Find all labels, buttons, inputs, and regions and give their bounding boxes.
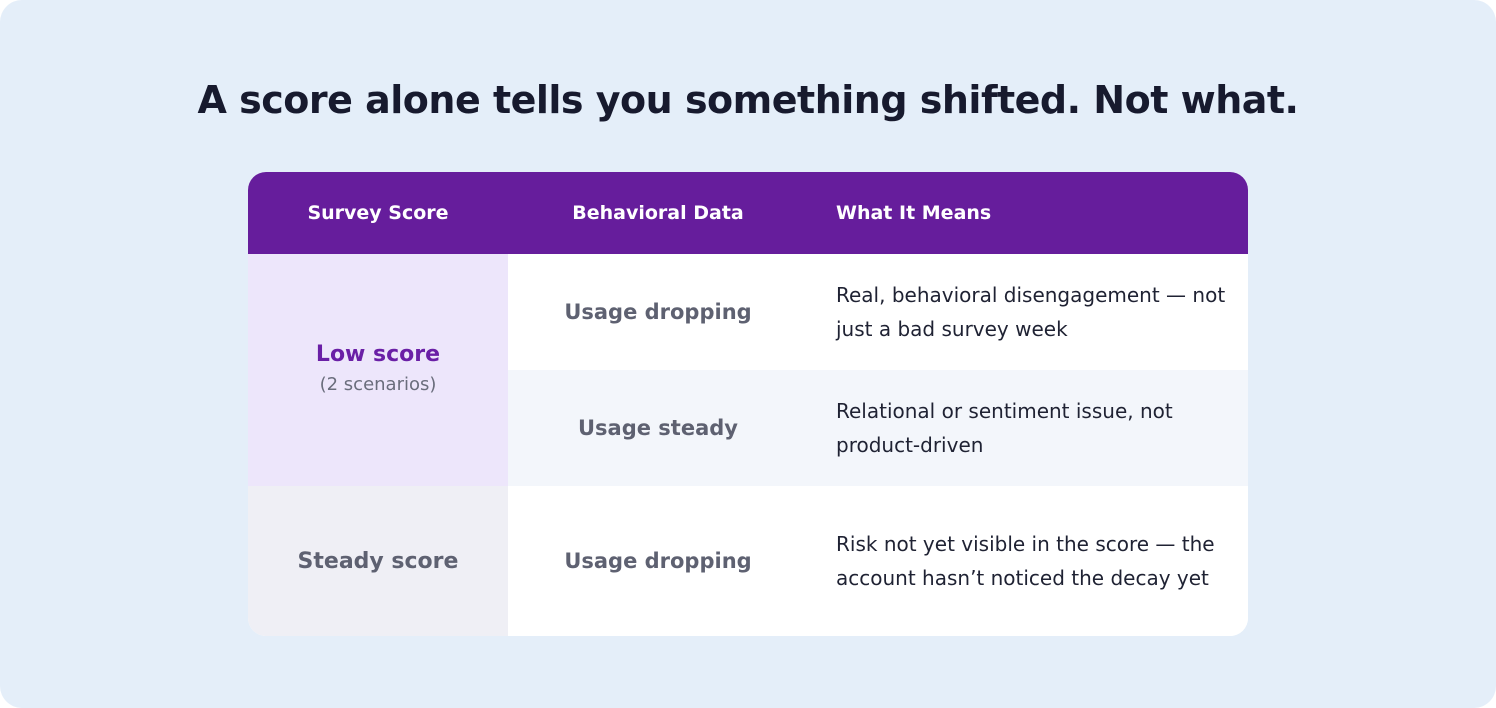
table-row: Usage dropping Risk not yet visible in t… xyxy=(508,486,1248,636)
low-score-cell: Low score (2 scenarios) xyxy=(248,254,508,486)
header-what-it-means: What It Means xyxy=(836,202,992,224)
table-row: Usage dropping Real, behavioral disengag… xyxy=(508,254,1248,370)
steady-score-cell: Steady score xyxy=(248,486,508,636)
meaning-cell: Real, behavioral disengagement — not jus… xyxy=(836,283,1226,341)
steady-score-label: Steady score xyxy=(297,548,459,574)
table-header: Survey Score Behavioral Data What It Mea… xyxy=(248,172,1248,254)
behavior-cell: Usage dropping xyxy=(564,300,752,324)
header-survey-score: Survey Score xyxy=(307,202,449,224)
comparison-table: Survey Score Behavioral Data What It Mea… xyxy=(248,172,1248,636)
low-score-label: Low score xyxy=(315,342,441,367)
header-behavioral-data: Behavioral Data xyxy=(572,202,744,224)
meaning-cell: Risk not yet visible in the score — the … xyxy=(836,532,1215,590)
table-row: Usage steady Relational or sentiment iss… xyxy=(508,370,1248,486)
behavior-cell: Usage dropping xyxy=(564,549,752,573)
low-score-note: (2 scenarios) xyxy=(319,374,437,395)
meaning-cell: Relational or sentiment issue, not produ… xyxy=(836,399,1173,457)
page-title: A score alone tells you something shifte… xyxy=(197,78,1299,122)
behavior-cell: Usage steady xyxy=(578,416,738,440)
